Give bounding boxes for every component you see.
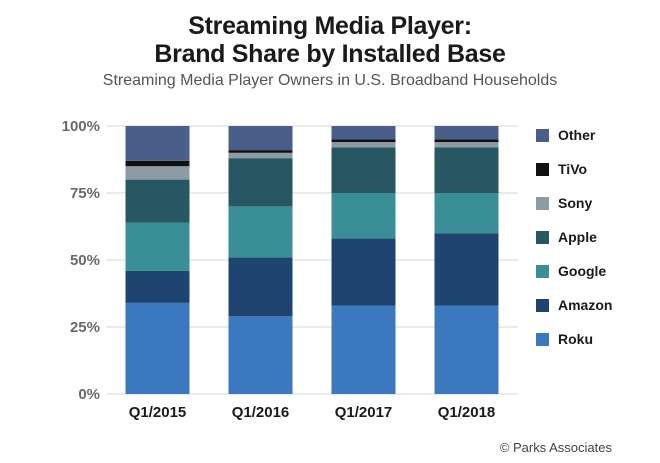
x-tick-label: Q1/2016 [232,404,290,421]
legend-label: Amazon [558,297,612,313]
legend-label: TiVo [558,161,587,177]
y-tick-label: 25% [70,319,100,336]
bar-segment-google [228,206,293,258]
bar-segment-amazon [434,233,499,306]
chart-subtitle: Streaming Media Player Owners in U.S. Br… [102,72,558,89]
bar-segment-tivo [434,139,499,143]
bar-segment-tivo [331,139,396,143]
bar-segment-roku [331,305,396,394]
bar-segment-google [434,193,499,234]
bar-segment-apple [331,147,396,193]
bar-segment-apple [228,158,293,207]
y-tick-label: 0% [78,386,100,403]
bar-segment-roku [125,302,190,394]
legend-swatch [536,231,549,244]
chart-title-line2: Brand Share by Installed Base [154,40,506,68]
legend-label: Other [558,127,596,143]
x-tick-label: Q1/2018 [438,404,496,421]
bar-segment-google [125,222,190,271]
bar-segment-amazon [331,238,396,306]
bar-segment-apple [434,147,499,193]
bar-segment-roku [434,305,499,394]
legend-swatch [536,265,549,278]
chart-title: Streaming Media Player: [188,12,472,40]
legend-label: Apple [558,229,597,245]
legend-swatch [536,129,549,142]
legend-swatch [536,299,549,312]
bar-segment-amazon [228,257,293,317]
bar-segment-sony [434,142,499,148]
y-tick-label: 75% [70,185,100,202]
bar-segment-other [228,126,293,151]
bar-segment-roku [228,316,293,394]
legend-swatch [536,163,549,176]
bar-segment-sony [228,152,293,159]
y-tick-label: 50% [70,252,100,269]
bar-segment-apple [125,179,190,223]
x-tick-label: Q1/2017 [335,404,393,421]
y-tick-label: 100% [62,118,100,135]
bar-segment-sony [331,142,396,148]
bar-segment-other [434,126,499,140]
bar-segment-sony [125,166,190,180]
legend-label: Roku [558,331,593,347]
bar-segment-other [125,126,190,161]
bar-segment-google [331,193,396,239]
legend-swatch [536,197,549,210]
legend-label: Google [558,263,606,279]
legend-label: Sony [558,195,592,211]
bar-segment-tivo [228,150,293,153]
bar-segment-amazon [125,270,190,303]
x-tick-label: Q1/2015 [129,404,187,421]
bar-segment-other [331,126,396,140]
legend-swatch [536,333,549,346]
bar-segment-tivo [125,160,190,167]
source-credit: © Parks Associates [499,440,612,455]
